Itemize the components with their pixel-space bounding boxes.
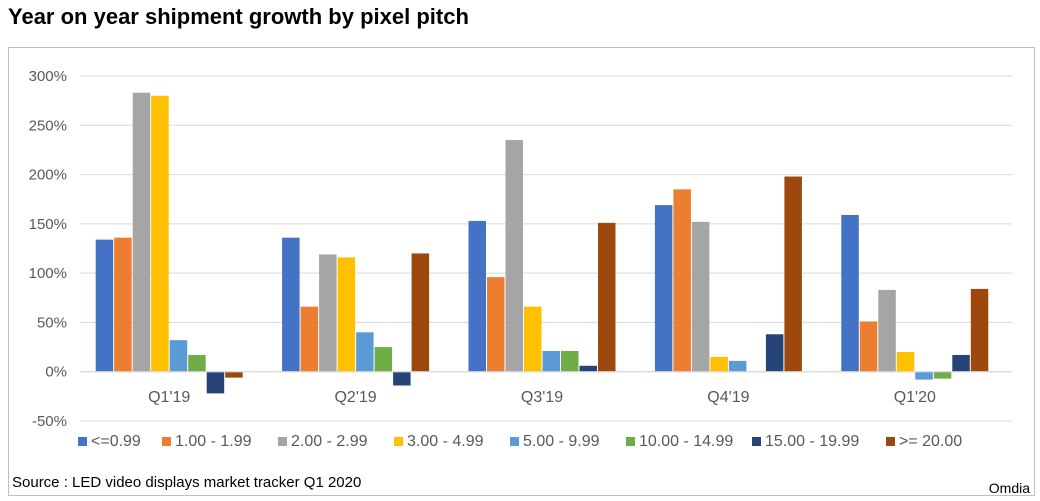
bar xyxy=(337,257,356,372)
bar xyxy=(970,288,989,372)
legend-label: 2.00 - 2.99 xyxy=(291,433,368,450)
bar xyxy=(710,356,728,372)
y-tick-label: 250% xyxy=(29,117,67,134)
legend-swatch xyxy=(752,437,761,446)
bar xyxy=(411,253,430,372)
bar xyxy=(933,371,952,379)
y-tick-label: 0% xyxy=(45,364,67,381)
legend-label: 1.00 - 1.99 xyxy=(175,433,252,450)
bar xyxy=(505,140,523,372)
chart-title: Year on year shipment growth by pixel pi… xyxy=(8,4,469,29)
legend-label: 10.00 - 14.99 xyxy=(639,433,733,450)
bar xyxy=(282,237,300,372)
bar xyxy=(319,254,337,372)
legend-swatch xyxy=(626,437,635,446)
legend-swatch xyxy=(162,437,171,446)
bar xyxy=(841,214,859,372)
x-tick-label: Q4'19 xyxy=(707,389,749,406)
bar xyxy=(728,360,747,372)
legend-label: 5.00 - 9.99 xyxy=(523,433,600,450)
y-tick-label: 50% xyxy=(37,314,67,331)
bar xyxy=(300,306,319,372)
bar xyxy=(468,220,486,372)
bar xyxy=(114,237,132,372)
bar xyxy=(561,351,579,372)
brand-label: Omdia xyxy=(988,480,1030,496)
legend-label: >= 20.00 xyxy=(899,433,962,450)
bar xyxy=(691,221,710,372)
legend-label: <=0.99 xyxy=(91,433,141,450)
bar xyxy=(188,354,206,372)
bar xyxy=(878,289,896,372)
legend-swatch xyxy=(78,437,87,446)
bar xyxy=(524,306,542,372)
bar xyxy=(654,205,673,372)
legend-label: 3.00 - 4.99 xyxy=(407,433,484,450)
x-tick-label: Q1'20 xyxy=(894,389,936,406)
bar xyxy=(784,176,802,372)
legend-swatch xyxy=(510,437,519,446)
source-note: Source : LED video displays market track… xyxy=(12,474,362,491)
legend-swatch xyxy=(886,437,895,446)
bar xyxy=(598,222,616,372)
legend-swatch xyxy=(394,437,403,446)
x-tick-label: Q1'19 xyxy=(148,389,190,406)
bar xyxy=(206,371,225,394)
bar xyxy=(487,277,505,372)
y-tick-label: 200% xyxy=(29,167,67,184)
bar xyxy=(765,334,784,372)
x-tick-label: Q2'19 xyxy=(334,389,376,406)
bar xyxy=(374,347,393,372)
bar xyxy=(132,92,151,372)
bar xyxy=(915,371,933,380)
bar xyxy=(673,189,691,372)
y-tick-label: -50% xyxy=(32,413,67,430)
bar xyxy=(542,351,560,372)
legend-swatch xyxy=(278,437,287,446)
bar xyxy=(95,239,114,372)
bar xyxy=(356,332,374,372)
bar xyxy=(579,365,597,372)
y-tick-label: 300% xyxy=(29,68,67,85)
legend-label: 15.00 - 19.99 xyxy=(765,433,859,450)
y-tick-label: 150% xyxy=(29,216,67,233)
y-tick-label: 100% xyxy=(29,265,67,282)
bar xyxy=(393,371,411,386)
chart-frame xyxy=(8,47,1035,496)
x-tick-label: Q3'19 xyxy=(521,389,563,406)
bar xyxy=(952,354,970,372)
bar xyxy=(151,95,169,372)
bar xyxy=(859,321,878,372)
bar xyxy=(225,371,243,378)
bar xyxy=(896,352,915,372)
bar xyxy=(169,340,188,372)
